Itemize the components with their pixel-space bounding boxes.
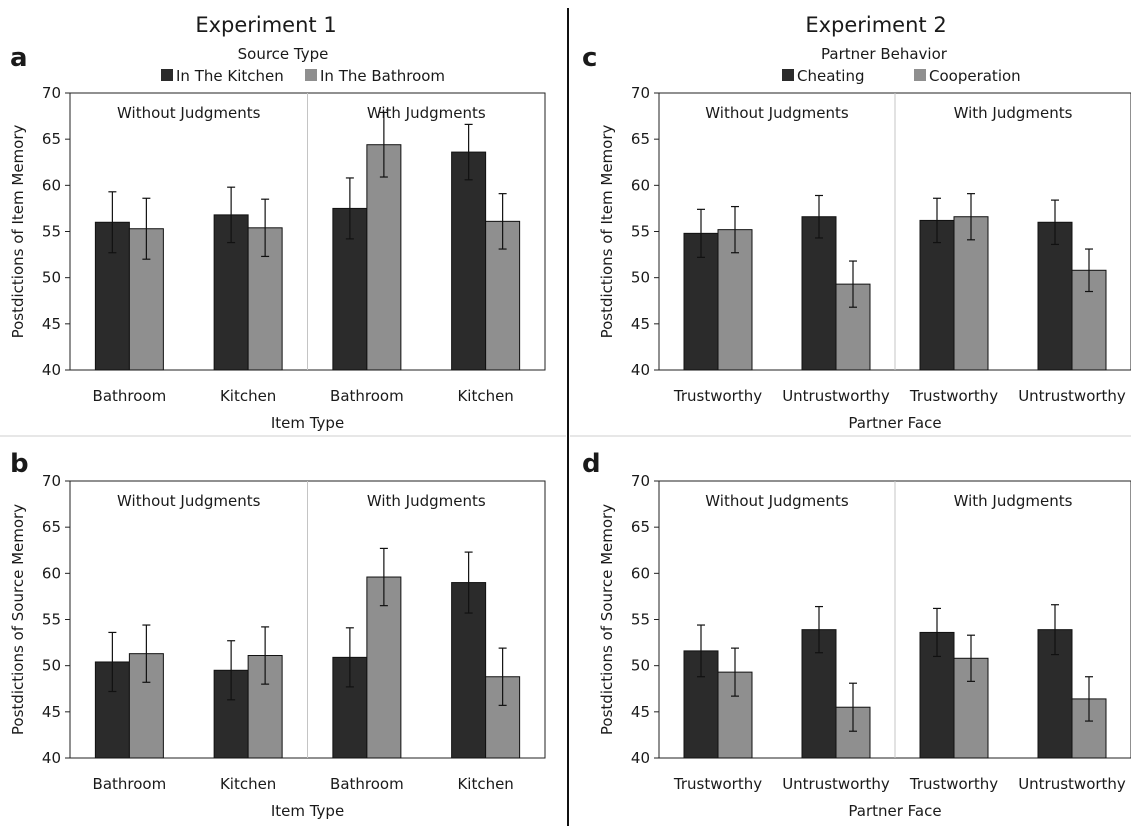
panel-label-d: d xyxy=(582,449,601,479)
x-axis-title: Partner Face xyxy=(848,414,941,432)
panel-label-b: b xyxy=(10,449,29,479)
x-category-label: Untrustworthy xyxy=(782,775,890,793)
chart-panel-a: 40 45 50 55 60 65 70 Without Judgments With Judg… xyxy=(9,84,546,432)
section-label: Without Judgments xyxy=(705,492,849,510)
x-axis-title: Item Type xyxy=(271,802,344,820)
chart-panel-b: 40 45 50 55 60 65 70 Without Judgments With Judg… xyxy=(9,472,546,820)
y-tick-label: 70 xyxy=(631,472,650,490)
legend-swatch-kitchen xyxy=(161,69,173,81)
y-tick-label: 55 xyxy=(631,223,650,241)
chart-panel-c: 40 45 50 55 60 65 70 Without Judgments With Judg… xyxy=(598,84,1131,432)
y-tick-label: 45 xyxy=(631,315,650,333)
y-tick-label: 70 xyxy=(631,84,650,102)
x-category-label: Kitchen xyxy=(457,775,513,793)
x-category-label: Bathroom xyxy=(93,387,167,405)
x-category-label: Trustworthy xyxy=(909,387,998,405)
y-tick-label: 50 xyxy=(631,657,650,675)
y-tick-label: 40 xyxy=(42,361,61,379)
y-tick-label: 65 xyxy=(42,518,61,536)
x-category-label: Trustworthy xyxy=(909,775,998,793)
x-category-label: Untrustworthy xyxy=(1018,387,1126,405)
x-axis-title: Partner Face xyxy=(848,802,941,820)
x-category-label: Bathroom xyxy=(330,775,404,793)
y-tick-label: 45 xyxy=(42,315,61,333)
legend-swatch-cooperation xyxy=(914,69,926,81)
x-category-label: Untrustworthy xyxy=(782,387,890,405)
x-category-label: Untrustworthy xyxy=(1018,775,1126,793)
y-tick-label: 50 xyxy=(42,657,61,675)
y-tick-label: 65 xyxy=(42,130,61,148)
y-tick-label: 50 xyxy=(42,269,61,287)
legend-swatch-cheating xyxy=(782,69,794,81)
x-category-label: Kitchen xyxy=(457,387,513,405)
y-tick-label: 60 xyxy=(631,176,650,194)
x-axis-title: Item Type xyxy=(271,414,344,432)
section-label: With Judgments xyxy=(367,104,486,122)
section-label: Without Judgments xyxy=(117,104,261,122)
experiment-1-title: Experiment 1 xyxy=(195,13,336,37)
x-category-label: Trustworthy xyxy=(673,387,762,405)
y-tick-label: 55 xyxy=(631,611,650,629)
panel-label-a: a xyxy=(10,43,28,73)
experiment-2-title: Experiment 2 xyxy=(805,13,946,37)
bar xyxy=(1037,221,1073,371)
y-axis-title: Postdictions of Source Memory xyxy=(598,504,616,735)
y-tick-label: 40 xyxy=(631,749,650,767)
chart-panel-d: 40 45 50 55 60 65 70 Without Judgments With Judg… xyxy=(598,472,1131,820)
y-tick-label: 40 xyxy=(42,749,61,767)
y-axis-title: Postdictions of Source Memory xyxy=(9,504,27,735)
section-label: With Judgments xyxy=(954,104,1073,122)
legend-label-cooperation: Cooperation xyxy=(929,67,1021,85)
bar xyxy=(801,216,837,371)
y-axis-title: Postdictions of Item Memory xyxy=(598,124,616,338)
y-tick-label: 50 xyxy=(631,269,650,287)
x-category-label: Kitchen xyxy=(220,387,276,405)
legend-experiment-2: Cheating Cooperation xyxy=(782,67,1021,85)
section-label: With Judgments xyxy=(954,492,1073,510)
y-tick-label: 45 xyxy=(42,703,61,721)
y-tick-label: 55 xyxy=(42,223,61,241)
y-tick-label: 40 xyxy=(631,361,650,379)
x-category-label: Bathroom xyxy=(330,387,404,405)
bar xyxy=(366,576,402,759)
x-category-label: Bathroom xyxy=(93,775,167,793)
y-tick-label: 65 xyxy=(631,518,650,536)
legend-label-bathroom: In The Bathroom xyxy=(320,67,445,85)
y-tick-label: 55 xyxy=(42,611,61,629)
bar xyxy=(366,144,402,371)
y-axis-title: Postdictions of Item Memory xyxy=(9,124,27,338)
x-category-label: Trustworthy xyxy=(673,775,762,793)
section-label: Without Judgments xyxy=(117,492,261,510)
y-tick-label: 70 xyxy=(42,472,61,490)
y-tick-label: 70 xyxy=(42,84,61,102)
y-tick-label: 60 xyxy=(42,564,61,582)
legend-experiment-1: In The Kitchen In The Bathroom xyxy=(161,67,445,85)
y-tick-label: 60 xyxy=(631,564,650,582)
legend-label-kitchen: In The Kitchen xyxy=(176,67,284,85)
bar xyxy=(919,219,955,371)
bar xyxy=(451,151,487,371)
y-tick-label: 65 xyxy=(631,130,650,148)
y-tick-label: 45 xyxy=(631,703,650,721)
y-tick-label: 60 xyxy=(42,176,61,194)
section-label: With Judgments xyxy=(367,492,486,510)
panel-label-c: c xyxy=(582,43,597,73)
x-category-label: Kitchen xyxy=(220,775,276,793)
legend-label-cheating: Cheating xyxy=(797,67,864,85)
experiment-2-legend-title: Partner Behavior xyxy=(821,45,948,63)
experiment-1-legend-title: Source Type xyxy=(238,45,329,63)
legend-swatch-bathroom xyxy=(305,69,317,81)
section-label: Without Judgments xyxy=(705,104,849,122)
